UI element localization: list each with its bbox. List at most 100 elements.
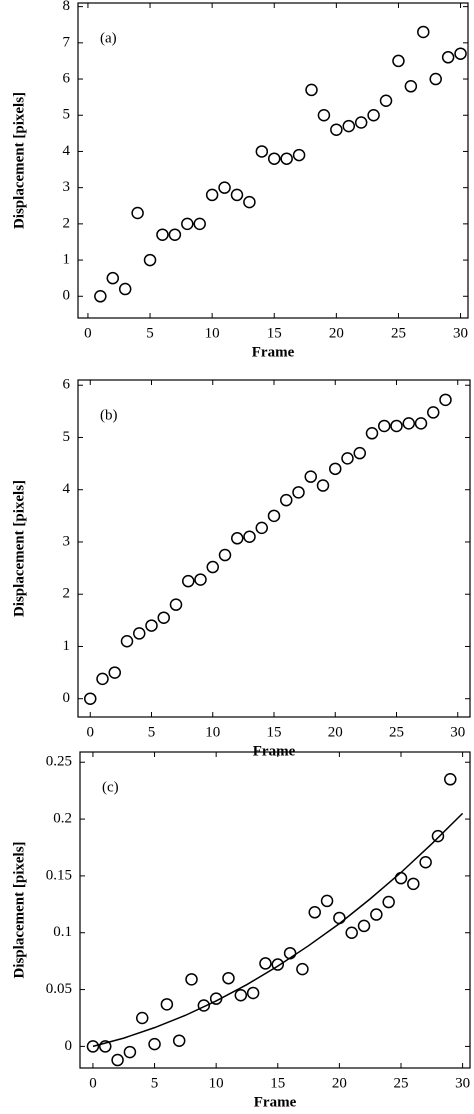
- x-tick-label: 5: [146, 325, 154, 341]
- y-tick-label: 5: [63, 429, 71, 445]
- marker: [280, 493, 293, 507]
- marker: [259, 957, 272, 970]
- x-tick-label: 0: [87, 724, 95, 740]
- marker: [353, 446, 366, 460]
- y-tick-label: 1: [63, 638, 71, 654]
- marker: [367, 108, 380, 122]
- marker: [131, 206, 144, 220]
- marker: [234, 989, 248, 1002]
- marker: [222, 971, 235, 985]
- x-tick-label: 5: [148, 724, 156, 740]
- marker: [145, 619, 158, 632]
- x-axis-label: Frame: [254, 1094, 297, 1110]
- x-tick-label: 30: [450, 724, 465, 740]
- marker: [342, 119, 356, 133]
- marker: [267, 152, 281, 165]
- x-tick-label: 30: [455, 1075, 470, 1091]
- marker: [378, 419, 391, 433]
- marker: [231, 532, 244, 545]
- marker: [108, 666, 121, 679]
- marker: [320, 894, 334, 908]
- marker: [439, 393, 452, 407]
- marker: [143, 253, 157, 267]
- marker: [382, 895, 395, 909]
- y-tick-label: 3: [63, 533, 71, 549]
- marker: [427, 406, 440, 419]
- marker: [317, 108, 331, 122]
- marker: [135, 1011, 149, 1025]
- marker: [292, 148, 306, 162]
- marker: [431, 829, 445, 843]
- marker: [379, 94, 393, 108]
- marker: [118, 282, 132, 296]
- y-tick-label: 4: [63, 481, 71, 497]
- y-tick-label: 0.25: [46, 754, 72, 770]
- marker: [370, 908, 383, 921]
- marker: [255, 145, 269, 158]
- marker: [106, 271, 120, 285]
- x-tick-label: 20: [328, 724, 343, 740]
- marker: [123, 1045, 137, 1059]
- marker: [429, 72, 442, 86]
- marker: [94, 290, 107, 303]
- marker: [329, 462, 342, 476]
- marker: [292, 486, 305, 499]
- x-tick-label: 0: [89, 1075, 97, 1091]
- x-tick-label: 5: [151, 1075, 159, 1091]
- marker: [357, 919, 371, 933]
- x-tick-label: 0: [84, 325, 92, 341]
- marker: [168, 228, 182, 241]
- marker: [354, 116, 368, 129]
- plot-frame: [79, 751, 471, 1069]
- marker: [182, 574, 195, 588]
- marker: [404, 80, 418, 93]
- marker: [148, 1037, 161, 1051]
- marker: [157, 611, 170, 624]
- y-axis-label: Displacement [pixels]: [11, 841, 27, 978]
- marker: [402, 417, 415, 430]
- marker: [160, 998, 174, 1011]
- marker: [96, 672, 109, 686]
- x-tick-label: 10: [209, 1075, 224, 1091]
- x-tick-label: 25: [391, 325, 406, 341]
- marker: [417, 25, 430, 39]
- x-tick-label: 15: [267, 325, 282, 341]
- marker: [365, 427, 379, 440]
- marker: [444, 773, 457, 786]
- marker: [218, 181, 231, 194]
- fit-curve: [92, 812, 464, 1048]
- x-tick-label: 15: [267, 724, 282, 740]
- marker: [243, 195, 256, 209]
- marker: [206, 560, 219, 574]
- marker: [330, 123, 343, 136]
- y-tick-label: 7: [63, 34, 71, 50]
- marker: [205, 188, 219, 202]
- x-tick-label: 10: [205, 325, 220, 341]
- panel-label: (b): [100, 407, 118, 423]
- marker: [255, 521, 268, 535]
- marker: [308, 906, 321, 919]
- y-tick-label: 0.15: [46, 867, 72, 883]
- y-tick-label: 0.1: [53, 924, 72, 940]
- panel-label: (c): [102, 779, 119, 795]
- y-tick-label: 3: [63, 179, 71, 195]
- marker: [156, 228, 169, 241]
- marker: [243, 530, 256, 543]
- marker: [392, 54, 405, 68]
- y-tick-label: 6: [63, 70, 71, 86]
- y-tick-label: 0: [65, 1038, 73, 1054]
- y-tick-label: 0: [63, 690, 71, 706]
- y-tick-label: 2: [63, 215, 71, 231]
- y-axis-label: Displacement [pixels]: [11, 480, 27, 617]
- marker: [84, 692, 97, 705]
- y-tick-label: 0.2: [53, 811, 72, 827]
- marker: [390, 419, 403, 433]
- plot-frame: [77, 2, 469, 319]
- marker: [394, 871, 408, 885]
- marker: [172, 1034, 186, 1047]
- marker: [280, 152, 293, 165]
- y-tick-label: 4: [63, 143, 71, 159]
- x-tick-label: 20: [332, 1075, 347, 1091]
- marker: [407, 877, 420, 891]
